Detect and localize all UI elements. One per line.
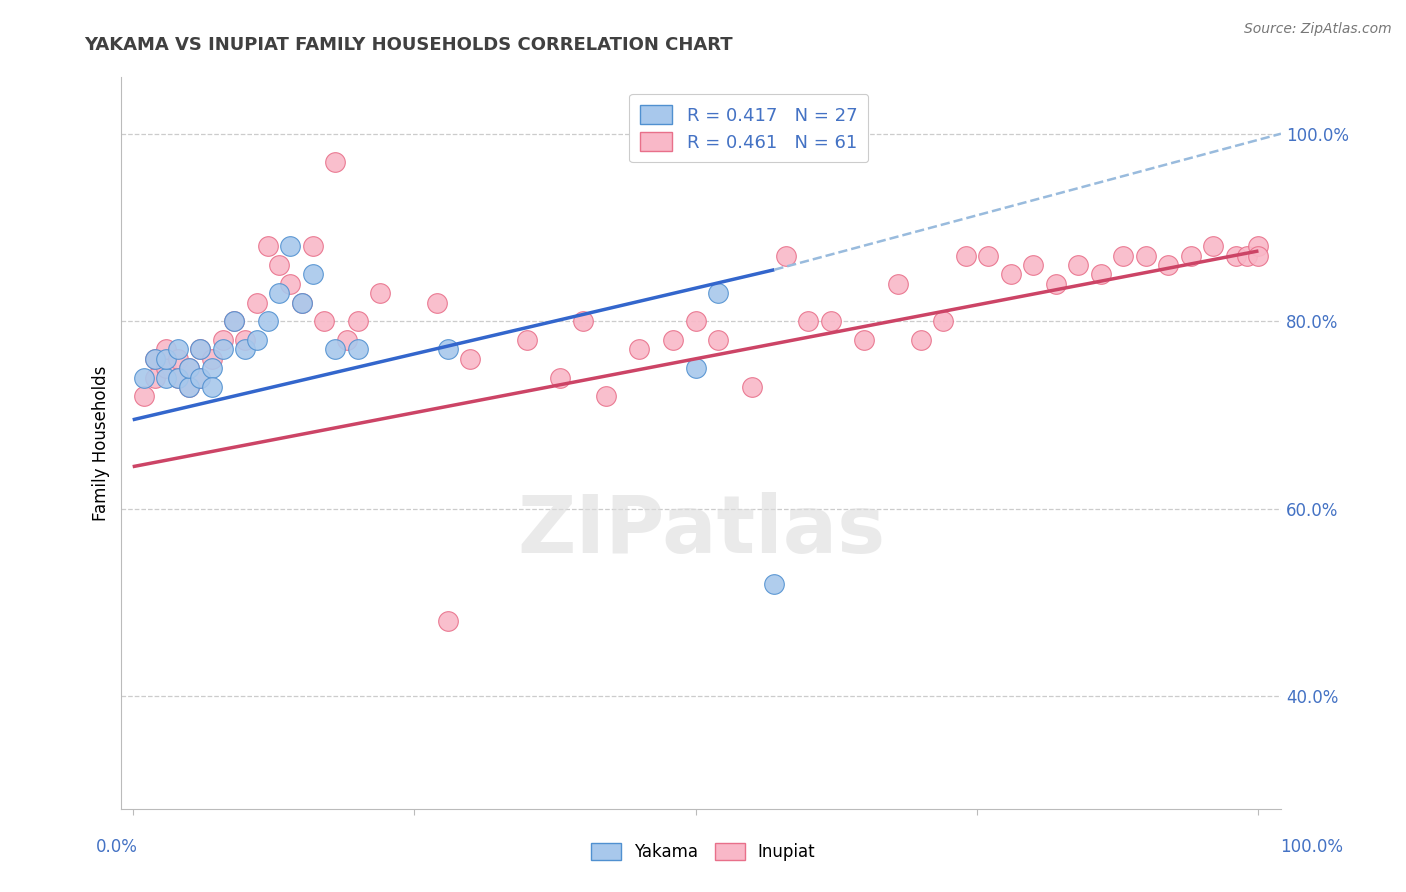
Point bbox=[1067, 258, 1090, 272]
Point bbox=[312, 314, 335, 328]
Point bbox=[166, 351, 188, 366]
Point bbox=[278, 277, 301, 291]
Point bbox=[977, 249, 1000, 263]
Point bbox=[222, 314, 245, 328]
Point bbox=[278, 239, 301, 253]
Point bbox=[155, 343, 177, 357]
Point bbox=[437, 343, 460, 357]
Point bbox=[1090, 268, 1112, 282]
Point bbox=[256, 239, 278, 253]
Point bbox=[572, 314, 595, 328]
Point bbox=[143, 351, 166, 366]
Point bbox=[1022, 258, 1045, 272]
Point bbox=[1180, 249, 1202, 263]
Point bbox=[662, 333, 685, 347]
Point bbox=[1236, 249, 1258, 263]
Point bbox=[177, 361, 200, 376]
Point bbox=[188, 343, 211, 357]
Point bbox=[325, 154, 347, 169]
Point bbox=[707, 286, 730, 301]
Point bbox=[290, 295, 312, 310]
Point bbox=[685, 314, 707, 328]
Point bbox=[932, 314, 955, 328]
Y-axis label: Family Households: Family Households bbox=[93, 366, 110, 521]
Point bbox=[166, 370, 188, 384]
Point bbox=[177, 380, 200, 394]
Point bbox=[1202, 239, 1225, 253]
Text: 100.0%: 100.0% bbox=[1279, 838, 1343, 855]
Point bbox=[245, 295, 267, 310]
Text: ZIPatlas: ZIPatlas bbox=[517, 492, 886, 570]
Point bbox=[1157, 258, 1180, 272]
Point bbox=[301, 268, 323, 282]
Legend: R = 0.417   N = 27, R = 0.461   N = 61: R = 0.417 N = 27, R = 0.461 N = 61 bbox=[628, 94, 869, 162]
Point bbox=[1000, 268, 1022, 282]
Point bbox=[188, 370, 211, 384]
Point bbox=[1247, 239, 1270, 253]
Point bbox=[233, 333, 256, 347]
Point bbox=[370, 286, 392, 301]
Point bbox=[1045, 277, 1067, 291]
Point bbox=[820, 314, 842, 328]
Point bbox=[797, 314, 820, 328]
Point bbox=[200, 361, 222, 376]
Point bbox=[188, 343, 211, 357]
Point bbox=[437, 615, 460, 629]
Point bbox=[143, 370, 166, 384]
Point bbox=[853, 333, 876, 347]
Point bbox=[775, 249, 797, 263]
Point bbox=[887, 277, 910, 291]
Point bbox=[336, 333, 359, 347]
Point bbox=[267, 286, 290, 301]
Point bbox=[685, 361, 707, 376]
Point bbox=[188, 370, 211, 384]
Point bbox=[143, 351, 166, 366]
Point bbox=[211, 343, 233, 357]
Point bbox=[1225, 249, 1247, 263]
Point bbox=[325, 343, 347, 357]
Point bbox=[347, 314, 370, 328]
Point bbox=[707, 333, 730, 347]
Point bbox=[426, 295, 449, 310]
Point bbox=[222, 314, 245, 328]
Point bbox=[267, 258, 290, 272]
Point bbox=[741, 380, 763, 394]
Point bbox=[595, 389, 617, 403]
Point bbox=[1135, 249, 1157, 263]
Point bbox=[910, 333, 932, 347]
Point bbox=[132, 389, 155, 403]
Point bbox=[628, 343, 651, 357]
Point bbox=[347, 343, 370, 357]
Point bbox=[177, 361, 200, 376]
Point bbox=[132, 370, 155, 384]
Point bbox=[200, 351, 222, 366]
Point bbox=[245, 333, 267, 347]
Point bbox=[155, 370, 177, 384]
Point bbox=[200, 380, 222, 394]
Point bbox=[516, 333, 538, 347]
Point bbox=[166, 370, 188, 384]
Text: YAKAMA VS INUPIAT FAMILY HOUSEHOLDS CORRELATION CHART: YAKAMA VS INUPIAT FAMILY HOUSEHOLDS CORR… bbox=[84, 36, 733, 54]
Point bbox=[155, 361, 177, 376]
Point bbox=[763, 577, 786, 591]
Point bbox=[1112, 249, 1135, 263]
Point bbox=[955, 249, 977, 263]
Point bbox=[166, 343, 188, 357]
Point bbox=[301, 239, 323, 253]
Legend: Yakama, Inupiat: Yakama, Inupiat bbox=[583, 836, 823, 868]
Point bbox=[211, 333, 233, 347]
Point bbox=[177, 380, 200, 394]
Point bbox=[155, 351, 177, 366]
Point bbox=[1247, 249, 1270, 263]
Point bbox=[256, 314, 278, 328]
Point bbox=[290, 295, 312, 310]
Point bbox=[233, 343, 256, 357]
Point bbox=[460, 351, 482, 366]
Text: 0.0%: 0.0% bbox=[96, 838, 138, 855]
Point bbox=[550, 370, 572, 384]
Text: Source: ZipAtlas.com: Source: ZipAtlas.com bbox=[1244, 22, 1392, 37]
